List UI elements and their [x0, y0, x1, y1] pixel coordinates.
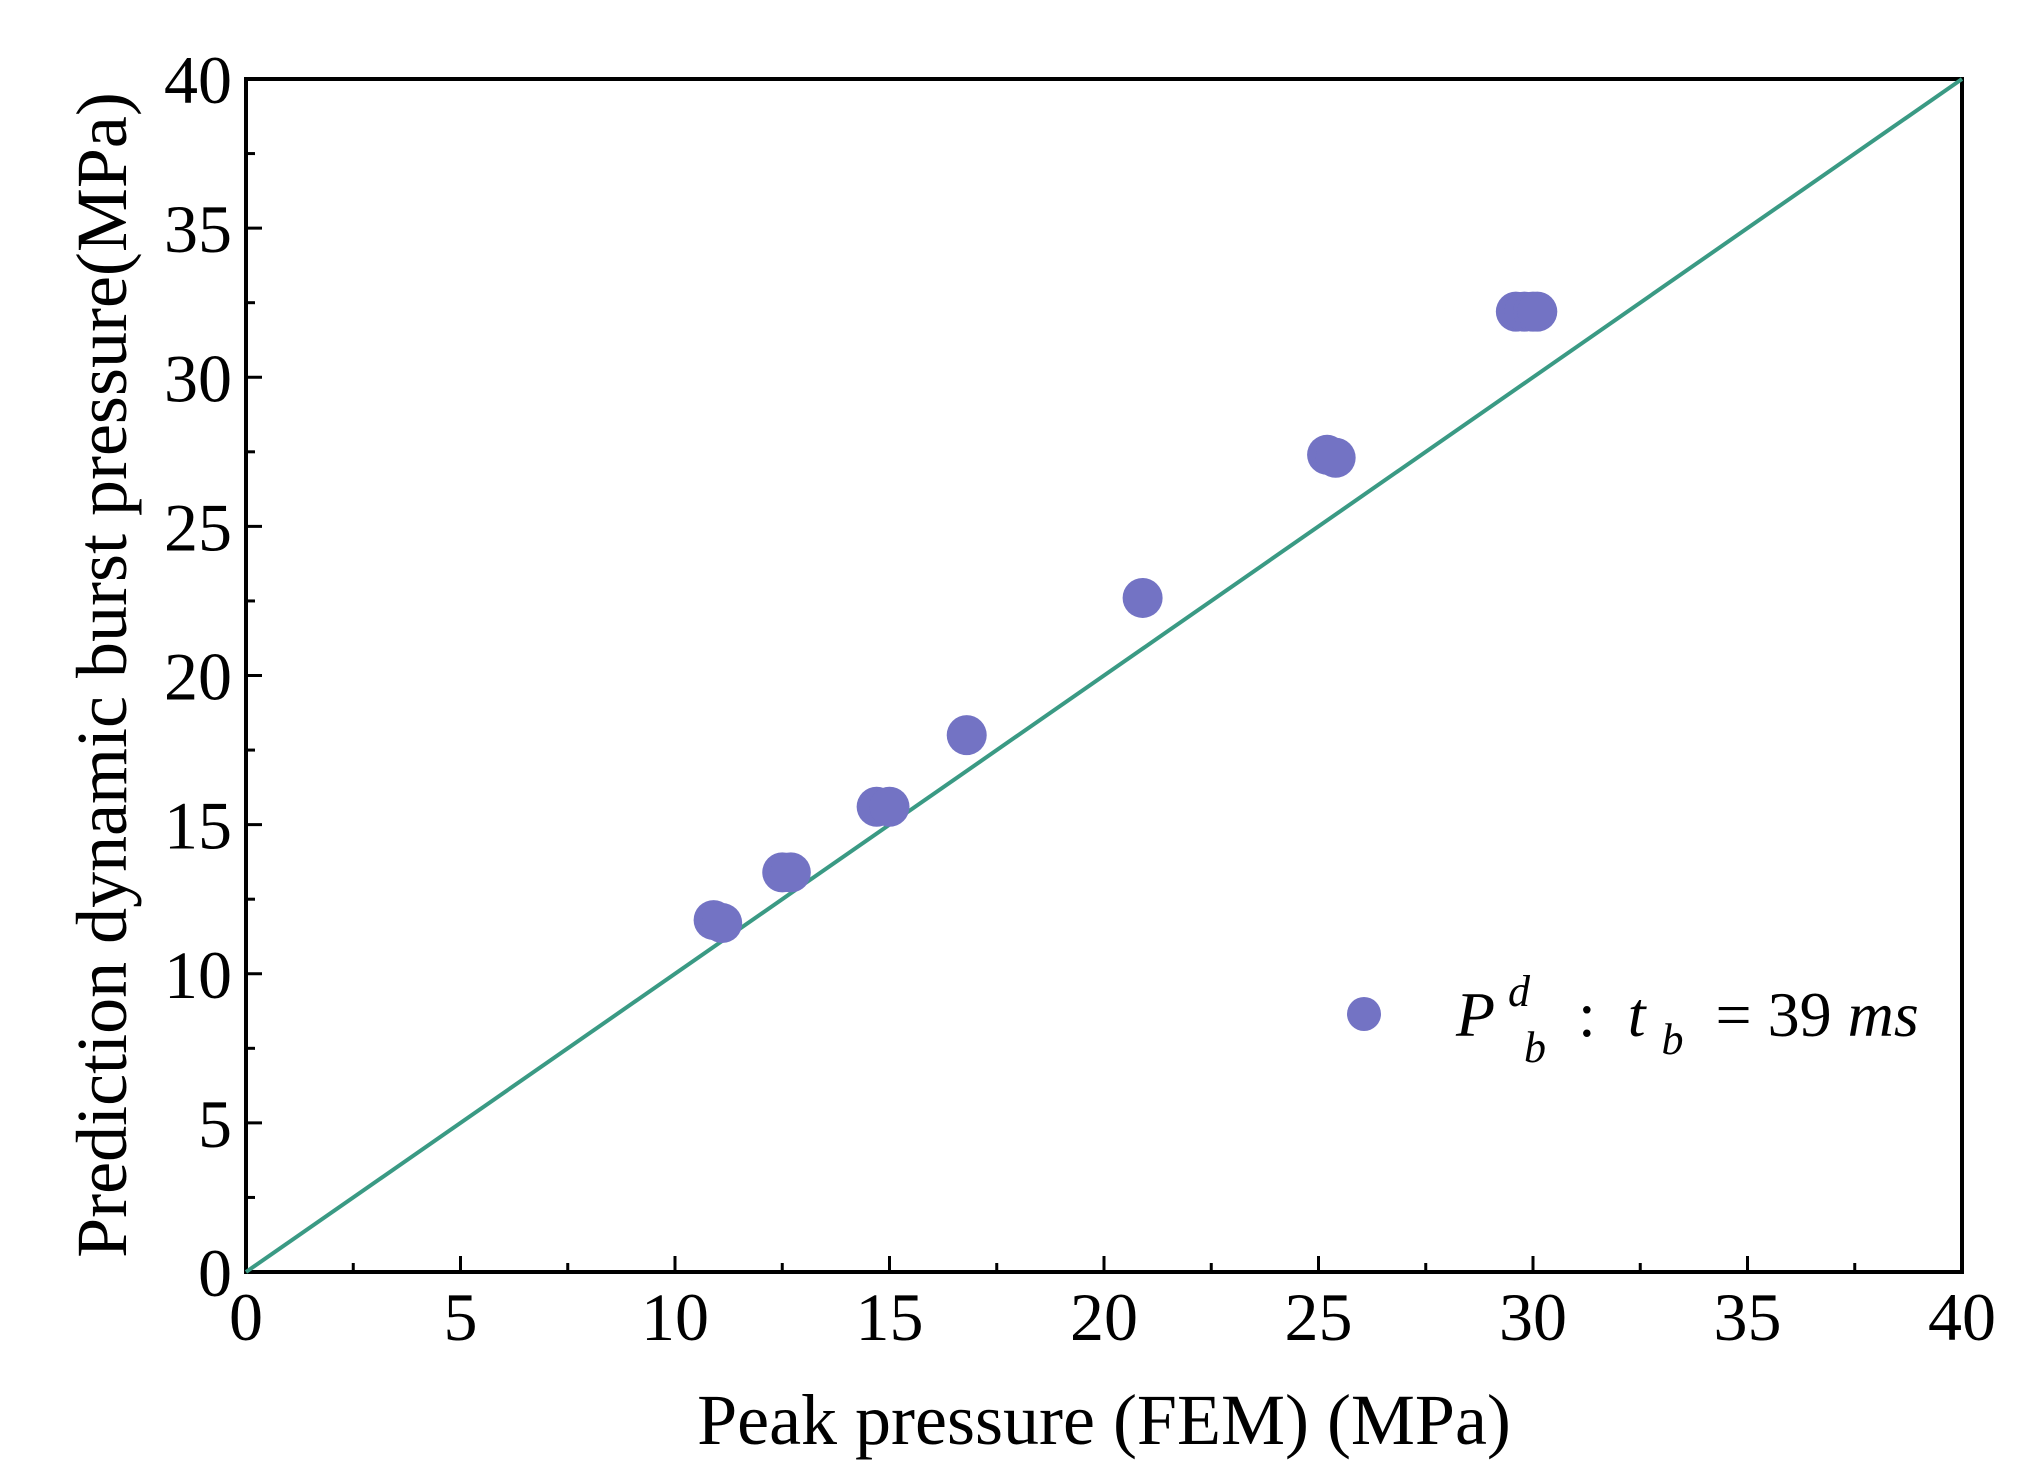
y-axis-title: Prediction dynamic burst pressure(MPa) — [62, 92, 142, 1258]
x-tick-label: 15 — [856, 1279, 924, 1355]
data-point — [1122, 577, 1163, 618]
x-tick-label: 40 — [1928, 1279, 1996, 1355]
x-tick-label: 20 — [1070, 1279, 1138, 1355]
axis-tick-labels: 0 5 10 15 20 25 30 35 40 0 5 10 15 20 25 30 35 40 — [164, 42, 1996, 1355]
y-tick-label: 30 — [164, 340, 232, 416]
legend-label-eq: = 39 — [1700, 979, 1832, 1050]
legend-label-t-sub: b — [1662, 1015, 1684, 1064]
legend-label-t: t — [1628, 979, 1648, 1050]
y-tick-label: 5 — [198, 1086, 232, 1162]
legend-label: P d b : t b = 39 ms — [1455, 949, 1919, 1076]
data-point — [770, 852, 811, 893]
x-axis-title: Peak pressure (FEM) (MPa) — [697, 1380, 1511, 1460]
y-tick-label: 10 — [164, 937, 232, 1013]
reference-line — [244, 77, 1964, 1274]
legend-label-unit: ms — [1848, 979, 1919, 1050]
data-point — [869, 786, 910, 827]
data-point — [1517, 291, 1558, 332]
legend-label-sub: b — [1524, 1023, 1546, 1072]
x-tick-label: 0 — [229, 1279, 263, 1355]
legend-label-p: P — [1455, 979, 1494, 1050]
x-tick-label: 35 — [1714, 1279, 1782, 1355]
x-tick-label: 25 — [1285, 1279, 1353, 1355]
axis-ticks — [244, 77, 1964, 1274]
legend: P d b : t b = 39 ms — [1347, 949, 1919, 1076]
data-points — [693, 291, 1558, 944]
legend-label-sup: d — [1508, 967, 1531, 1016]
x-tick-label: 30 — [1499, 1279, 1567, 1355]
data-point — [702, 903, 743, 944]
y-tick-label: 35 — [164, 191, 232, 267]
y-tick-label: 25 — [164, 489, 232, 565]
legend-marker — [1347, 997, 1381, 1031]
y-tick-label: 40 — [164, 42, 232, 118]
data-point — [1315, 437, 1356, 478]
x-tick-label: 10 — [641, 1279, 709, 1355]
x-tick-label: 5 — [444, 1279, 478, 1355]
y-tick-label: 0 — [198, 1235, 232, 1311]
data-point — [946, 715, 987, 756]
legend-label-colon: : — [1562, 979, 1612, 1050]
y-tick-label: 15 — [164, 788, 232, 864]
y-tick-label: 20 — [164, 639, 232, 715]
